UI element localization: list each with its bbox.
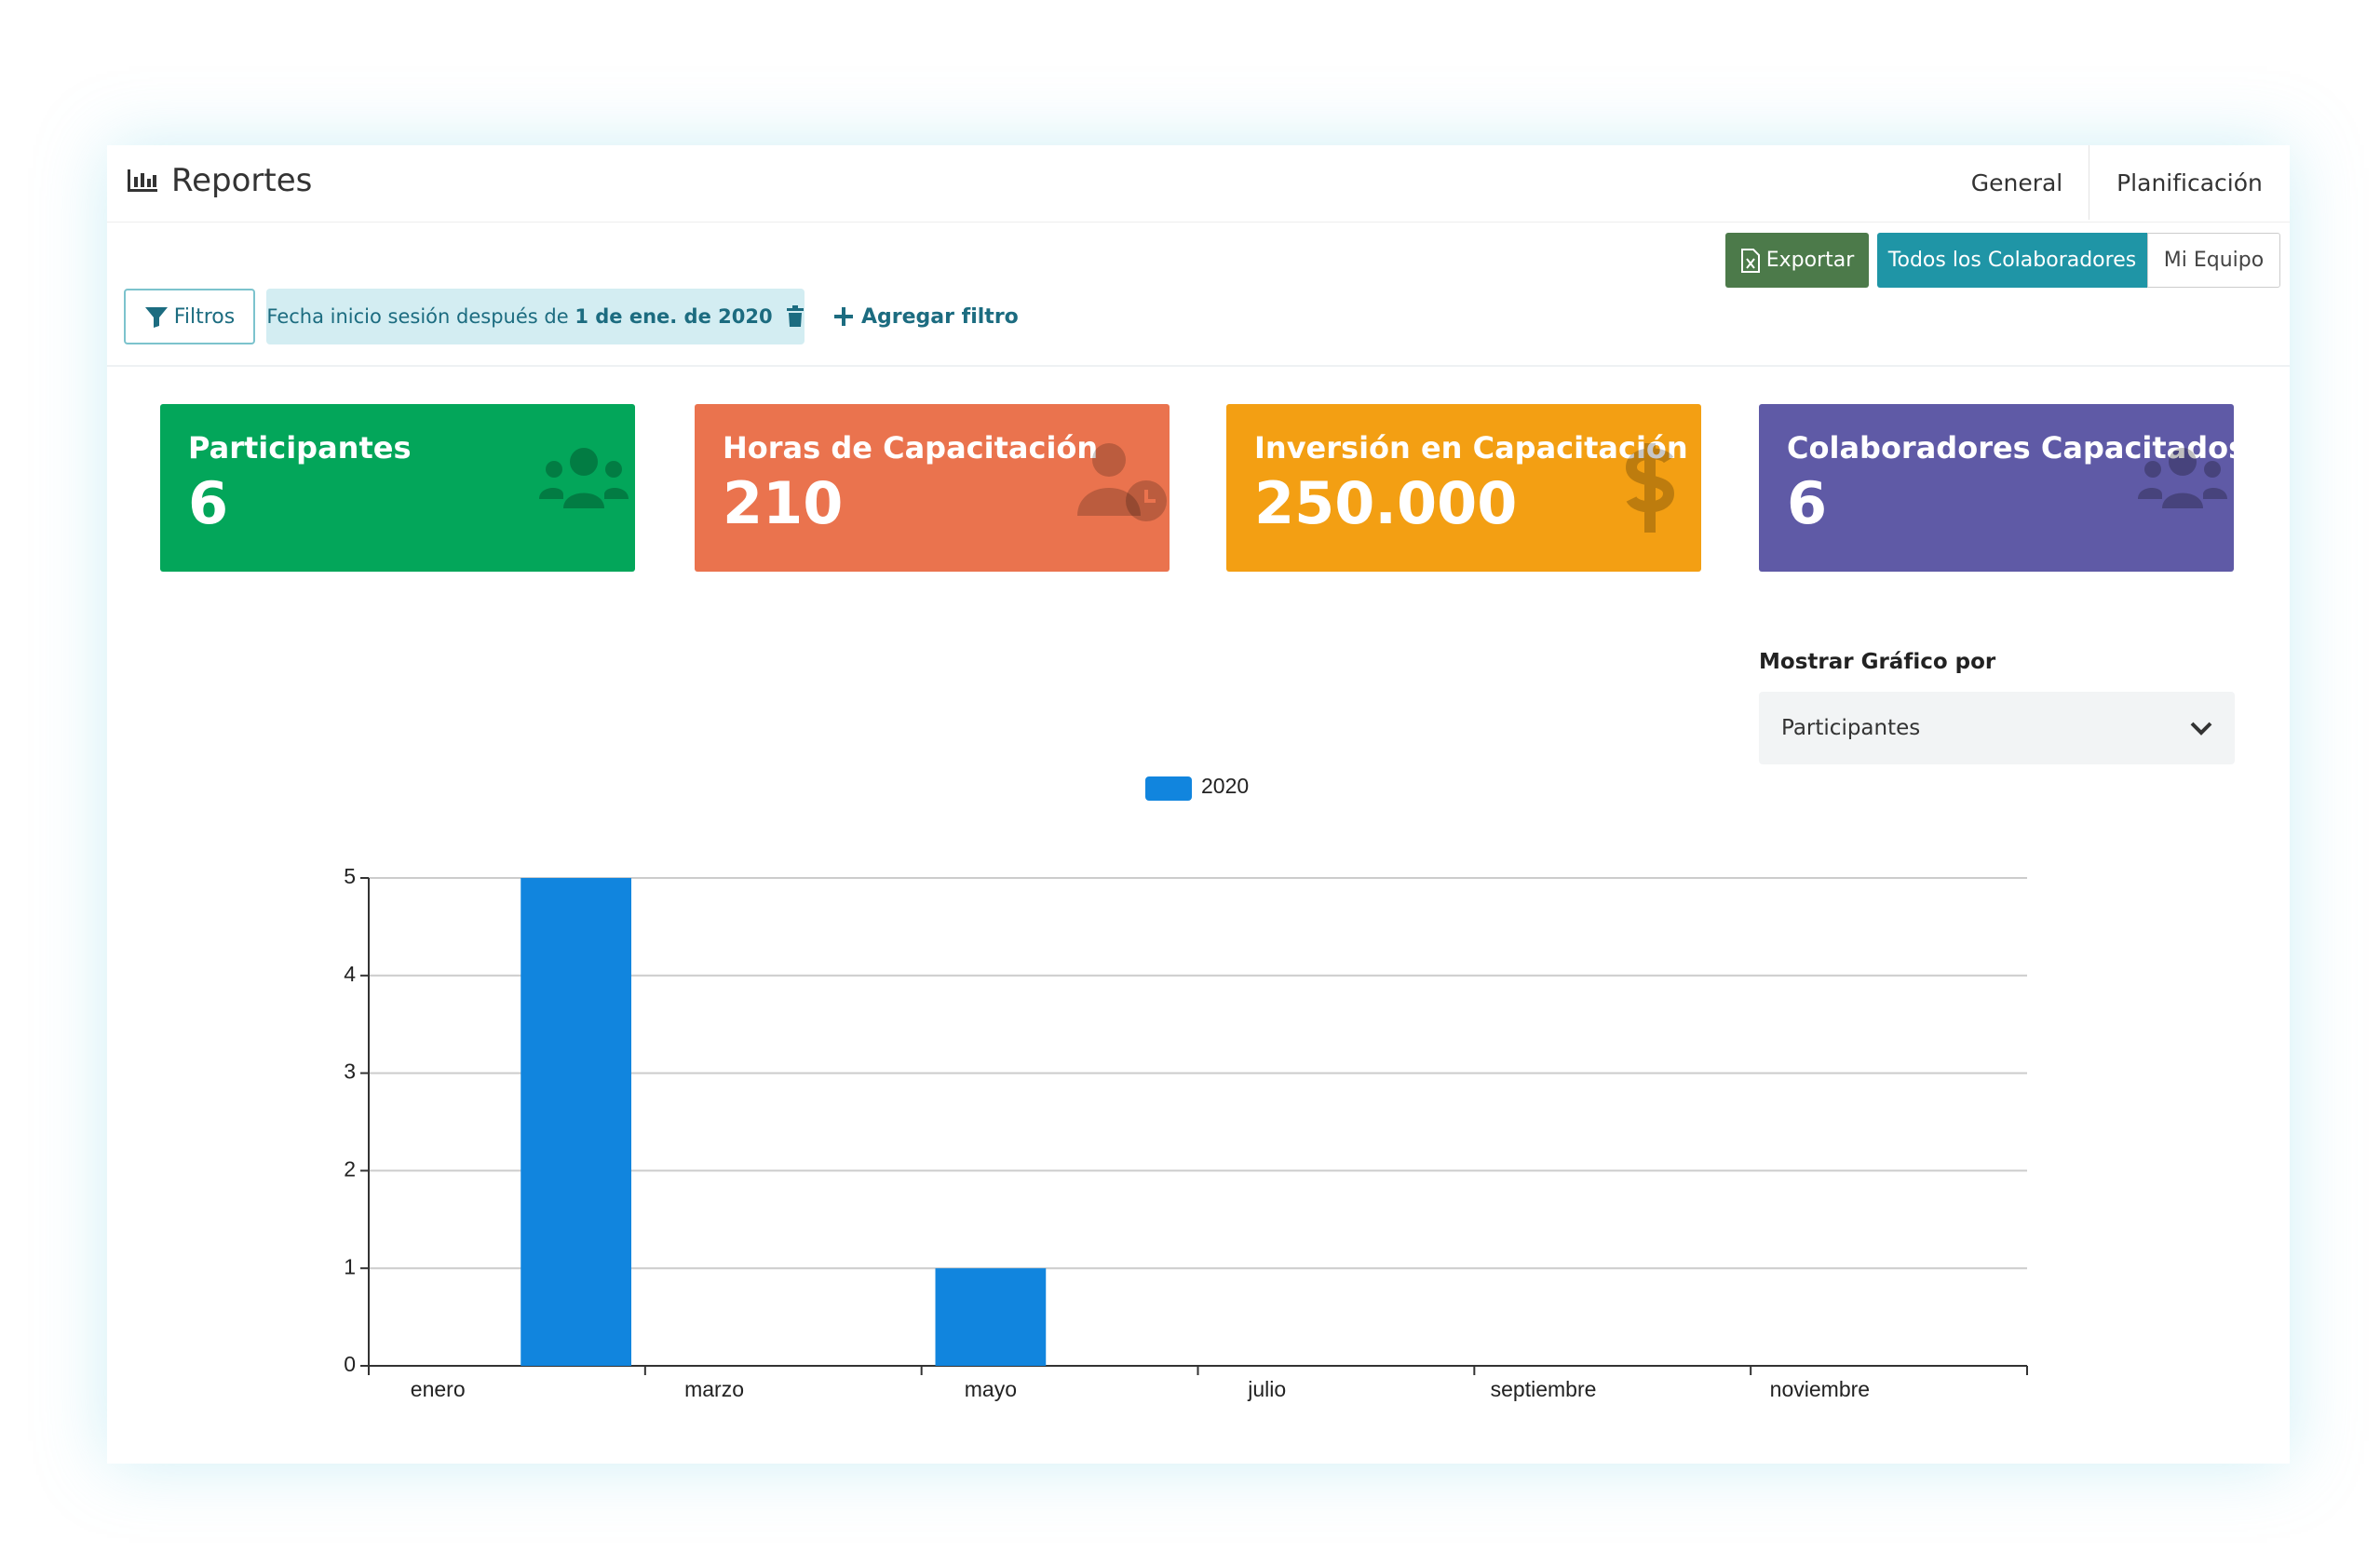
filters-button[interactable]: Filtros: [124, 289, 255, 344]
plus-icon: [834, 307, 853, 326]
button-label: Filtros: [173, 304, 236, 329]
y-tick-label: 5: [344, 864, 356, 888]
chip-value: 1 de ene. de 2020: [575, 305, 773, 328]
y-tick-label: 4: [344, 962, 356, 986]
button-label: Exportar: [1765, 249, 1855, 272]
kpi-icon: [2138, 448, 2227, 508]
export-button[interactable]: Exportar: [1725, 233, 1869, 288]
legend-label: 2020: [1201, 774, 1249, 798]
add-filter[interactable]: Agregar filtro: [833, 289, 1019, 344]
kpi-card: Inversión en Capacitación 250.000: [1226, 404, 1701, 572]
kpi-value: 210: [723, 469, 844, 537]
kpi-title: Colaboradores Capacitados: [1787, 430, 2234, 466]
x-tick-label: enero: [411, 1377, 466, 1401]
kpi-card: Colaboradores Capacitados 6: [1759, 404, 2234, 572]
legend-swatch: [1145, 776, 1192, 801]
selected-option: Participantes: [1781, 716, 1921, 740]
chart-icon: [128, 169, 157, 192]
chip-text: Fecha inicio sesión después de: [266, 305, 569, 328]
chevron-icon: [2190, 722, 2212, 736]
kpi-card: Participantes 6: [160, 404, 635, 572]
x-tick-label: septiembre: [1491, 1377, 1597, 1401]
view-button[interactable]: Todos los Colaboradores: [1877, 233, 2147, 288]
chart-selector[interactable]: Participantes: [1759, 692, 2235, 764]
bar: [521, 878, 631, 1366]
x-tick-label: mayo: [965, 1377, 1017, 1401]
kpi-value: 6: [1787, 469, 1828, 537]
excel-icon: [1740, 248, 1760, 273]
y-tick-label: 0: [344, 1352, 356, 1376]
divider: [107, 222, 2290, 223]
button-label: Agregar filtro: [861, 304, 1019, 329]
tab[interactable]: General: [1970, 169, 2063, 196]
kpi-title: Inversión en Capacitación: [1254, 430, 1688, 466]
kpi-value: 250.000: [1254, 469, 1518, 537]
kpi-title: Participantes: [188, 430, 412, 466]
x-tick-label: marzo: [684, 1377, 744, 1401]
kpi-title: Horas de Capacitación: [723, 430, 1099, 466]
kpi-icon: [539, 448, 629, 508]
x-tick-label: noviembre: [1770, 1377, 1870, 1401]
bar: [935, 1268, 1047, 1366]
x-tick-label: julio: [1247, 1377, 1286, 1401]
selector-label: Mostrar Gráfico por: [1759, 650, 1996, 674]
divider: [107, 365, 2290, 367]
kpi-value: 6: [188, 469, 229, 537]
kpi-icon: [1077, 443, 1167, 521]
y-tick-label: 1: [344, 1254, 356, 1278]
page-title: Reportes: [171, 162, 313, 199]
view-button[interactable]: Mi Equipo: [2147, 233, 2280, 288]
funnel-icon: [144, 307, 168, 328]
trash-icon[interactable]: [786, 305, 805, 328]
y-tick-label: 2: [344, 1156, 356, 1181]
filter-chip[interactable]: Fecha inicio sesión después de 1 de ene.…: [266, 289, 805, 344]
kpi-icon: [1625, 443, 1675, 533]
kpi-card: Horas de Capacitación 210: [695, 404, 1170, 572]
y-tick-label: 3: [344, 1060, 356, 1084]
tab[interactable]: Planificación: [2089, 145, 2290, 220]
